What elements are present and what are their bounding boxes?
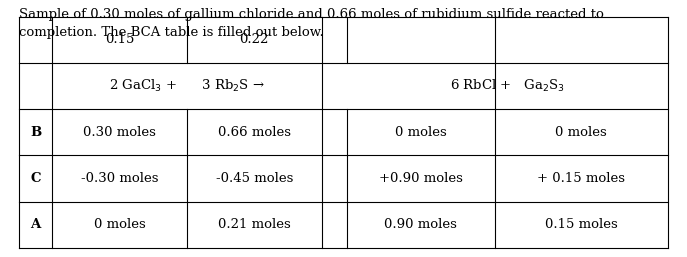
Text: Sample of 0.30 moles of gallium chloride and 0.66 moles of rubidium sulfide reac: Sample of 0.30 moles of gallium chloride…	[19, 8, 604, 39]
Text: 0.90 moles: 0.90 moles	[384, 218, 458, 231]
Text: 0.21 moles: 0.21 moles	[218, 218, 291, 231]
Text: 0.30 moles: 0.30 moles	[83, 126, 156, 139]
Text: +0.90 moles: +0.90 moles	[379, 172, 463, 185]
Text: -0.45 moles: -0.45 moles	[216, 172, 293, 185]
Text: A: A	[31, 218, 41, 231]
Text: 0 moles: 0 moles	[555, 126, 607, 139]
Text: -0.30 moles: -0.30 moles	[81, 172, 158, 185]
Text: B: B	[30, 126, 41, 139]
Text: 2 GaCl$_3$ +      3 Rb$_2$S →: 2 GaCl$_3$ + 3 Rb$_2$S →	[109, 78, 264, 94]
Text: 0 moles: 0 moles	[93, 218, 146, 231]
Text: + 0.15 moles: + 0.15 moles	[537, 172, 625, 185]
Text: 0.66 moles: 0.66 moles	[218, 126, 291, 139]
Text: 0.15 moles: 0.15 moles	[545, 218, 618, 231]
Text: 0 moles: 0 moles	[395, 126, 447, 139]
Text: 0.22: 0.22	[240, 33, 269, 46]
Text: C: C	[30, 172, 41, 185]
Text: 0.15: 0.15	[105, 33, 134, 46]
Text: 6 RbCl +   Ga$_2$S$_3$: 6 RbCl + Ga$_2$S$_3$	[450, 78, 565, 94]
